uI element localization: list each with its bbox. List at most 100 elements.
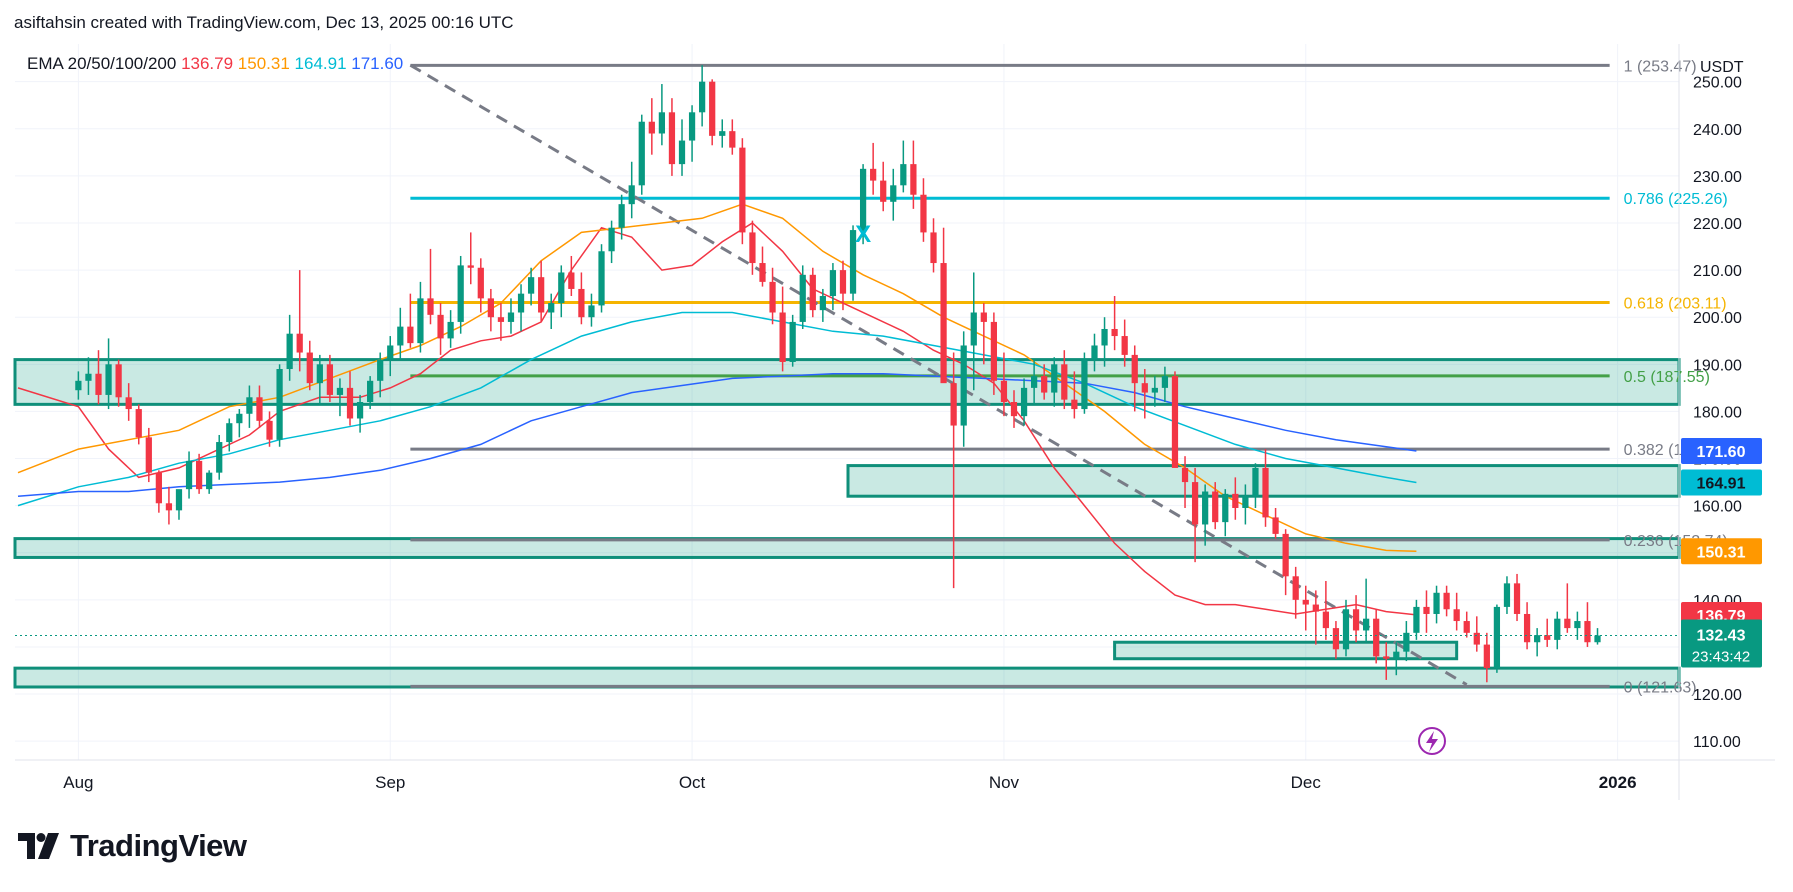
candle <box>749 220 756 275</box>
candle-body <box>216 442 223 473</box>
candle-body <box>457 265 464 322</box>
candle <box>578 272 585 325</box>
candle-body <box>1262 467 1269 518</box>
candle <box>195 453 203 494</box>
candle <box>940 227 947 384</box>
candle-body <box>1453 609 1460 622</box>
candle-body <box>578 288 585 318</box>
candle-body <box>246 397 253 414</box>
candle-body <box>658 112 666 134</box>
candle-body <box>1463 621 1470 633</box>
candle <box>769 267 776 325</box>
candle <box>1322 581 1329 640</box>
candle-body <box>749 232 756 264</box>
price-badge-label: 150.31 <box>1697 544 1746 561</box>
candle-body <box>175 489 183 511</box>
price-tick-label: 160.00 <box>1693 499 1742 516</box>
candle <box>1191 467 1199 563</box>
candle <box>1171 371 1179 468</box>
candle-body <box>1010 402 1018 417</box>
candle <box>920 178 927 242</box>
fibonacci-retracement: 1 (253.47) 0.786 (225.26) 0.618 (203.11) 0.… <box>410 58 1728 696</box>
candle-body <box>256 397 263 421</box>
candle <box>1483 632 1490 683</box>
candle <box>1443 585 1450 617</box>
candle <box>1584 602 1591 647</box>
candle-body <box>1041 376 1048 393</box>
price-tick-label: 210.00 <box>1693 263 1742 280</box>
time-tick-label: Aug <box>63 773 93 792</box>
candle <box>839 260 847 311</box>
candle <box>226 418 233 452</box>
candle-body <box>1312 604 1319 612</box>
candle <box>266 411 273 447</box>
candle-body <box>1503 583 1511 607</box>
candle-body <box>155 472 162 504</box>
candle <box>1574 611 1581 640</box>
candle-body <box>1393 651 1400 659</box>
candle <box>809 267 816 318</box>
candle-body <box>1061 364 1068 400</box>
candle-body <box>266 420 273 440</box>
candle-body <box>900 164 907 186</box>
candle <box>1071 371 1078 419</box>
tradingview-logo[interactable]: TradingView <box>18 828 247 864</box>
candle-body <box>367 380 374 402</box>
candle <box>437 303 444 355</box>
candle <box>558 265 565 318</box>
candle <box>859 164 867 245</box>
price-badge <box>1681 469 1762 496</box>
candle <box>477 258 484 313</box>
candle <box>890 168 897 221</box>
candle-body <box>739 147 746 233</box>
candle-body <box>598 251 605 306</box>
candle <box>95 350 102 405</box>
candle-body <box>1413 606 1420 633</box>
candle-body <box>870 168 877 181</box>
candle-body <box>1594 635 1601 643</box>
candle-body <box>950 383 957 426</box>
candle-body <box>1242 496 1249 508</box>
price-badge <box>1681 538 1762 565</box>
candle-body <box>638 121 645 186</box>
candle <box>1413 599 1420 640</box>
price-tick-label: 220.00 <box>1693 216 1742 233</box>
candle-body <box>839 270 847 294</box>
candle-body <box>477 267 484 299</box>
candle-body <box>769 281 776 313</box>
candle <box>688 105 696 162</box>
candle-body <box>1292 576 1299 600</box>
candle <box>699 65 706 127</box>
candle <box>155 470 162 513</box>
candle-body <box>1020 387 1028 417</box>
candle <box>1020 378 1028 426</box>
candle-body <box>95 373 102 395</box>
candle <box>206 470 213 494</box>
candle-body <box>1513 583 1521 614</box>
candle <box>1121 319 1128 367</box>
candle <box>1332 621 1340 659</box>
candle-body <box>165 503 173 511</box>
candle-body <box>1523 613 1531 643</box>
candle-body <box>1131 354 1138 384</box>
candle <box>829 263 837 311</box>
candle <box>799 265 806 329</box>
candle <box>427 248 434 325</box>
candle-body <box>1252 467 1259 497</box>
candle-body <box>1352 609 1360 631</box>
candle-body <box>588 305 595 318</box>
candle-body <box>930 232 937 264</box>
candle <box>1302 585 1309 631</box>
candle-body <box>1071 399 1078 410</box>
price-tick-label: 190.00 <box>1693 357 1742 374</box>
candle <box>165 486 173 525</box>
candle-body <box>809 274 816 311</box>
candle-body <box>356 402 364 419</box>
candle <box>407 293 414 348</box>
indicator-value: 171.60 <box>351 54 403 73</box>
lightning-icon-circle <box>1418 727 1446 755</box>
candle-body <box>115 364 122 398</box>
candle <box>135 404 142 445</box>
candle <box>1161 366 1169 402</box>
